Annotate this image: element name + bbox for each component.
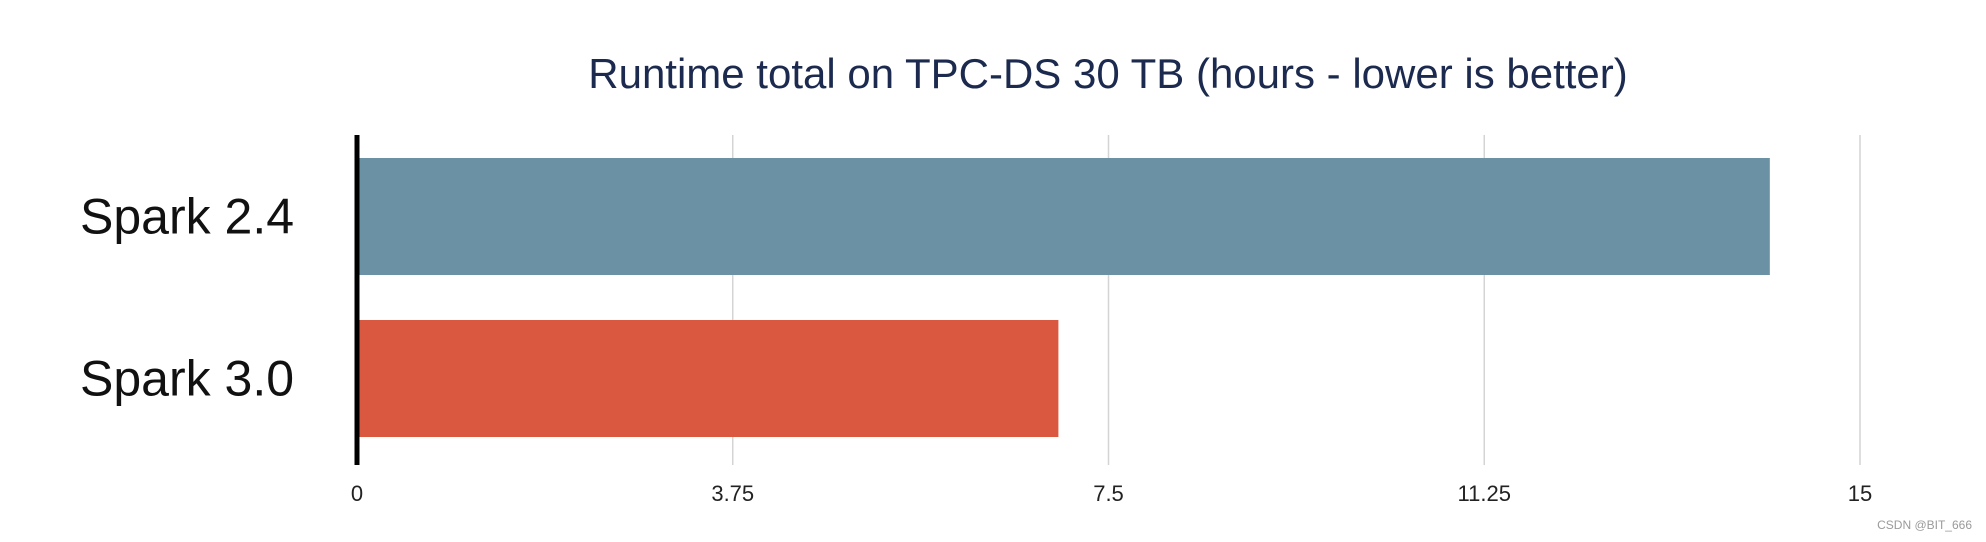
chart-title: Runtime total on TPC-DS 30 TB (hours - l… <box>588 50 1628 97</box>
x-tick-label: 15 <box>1848 481 1872 506</box>
category-label: Spark 2.4 <box>80 189 294 245</box>
bar-spark-3-0 <box>357 320 1059 437</box>
watermark: CSDN @BIT_666 <box>1877 518 1972 532</box>
x-tick-label: 7.5 <box>1093 481 1124 506</box>
x-tick-labels: 0 3.75 7.5 11.25 15 <box>351 481 1872 506</box>
category-label: Spark 3.0 <box>80 351 294 407</box>
x-tick-label: 3.75 <box>711 481 754 506</box>
x-tick-label: 0 <box>351 481 363 506</box>
bars <box>357 158 1770 437</box>
bar-spark-2-4 <box>357 158 1770 275</box>
category-labels: Spark 2.4 Spark 3.0 <box>80 189 294 407</box>
x-tick-label: 11.25 <box>1458 481 1511 506</box>
